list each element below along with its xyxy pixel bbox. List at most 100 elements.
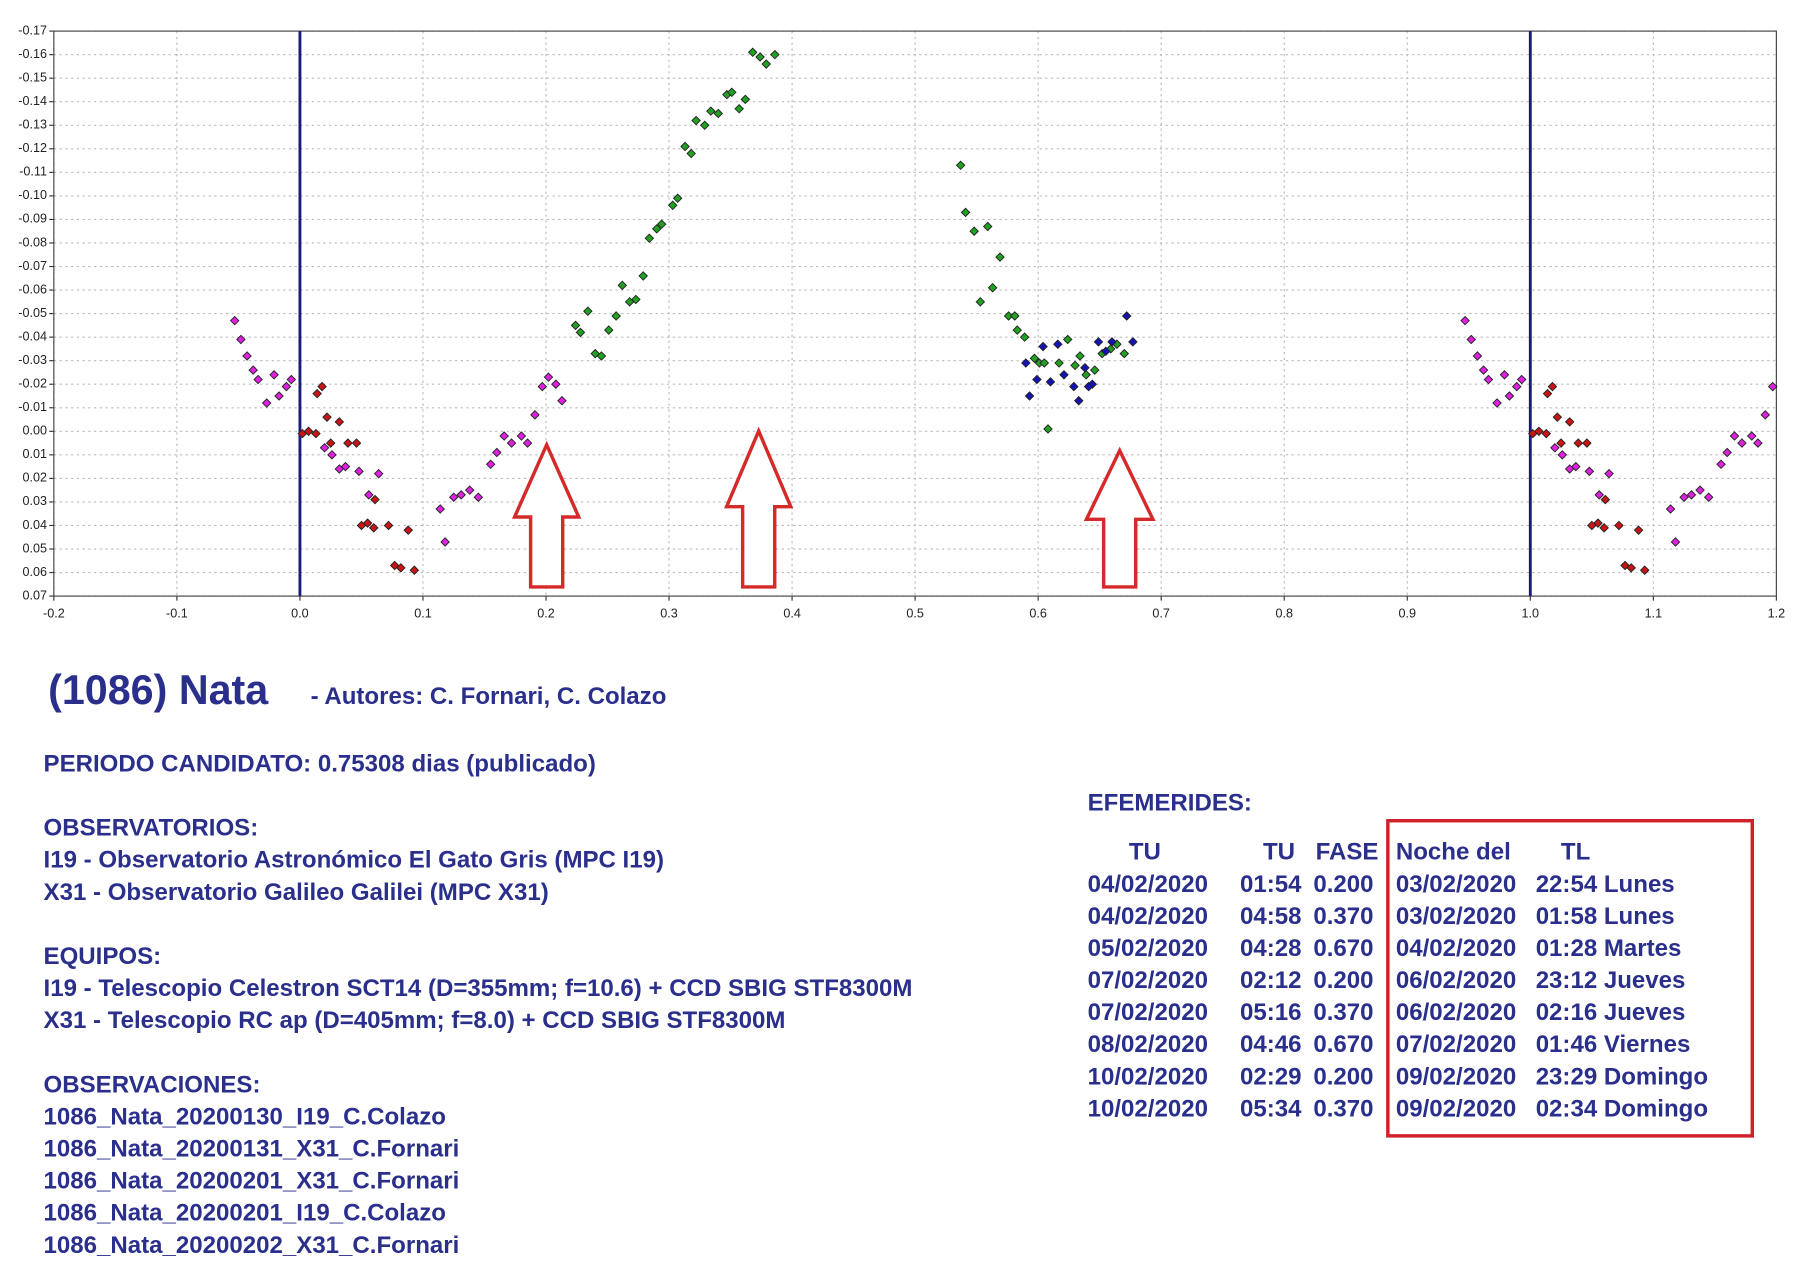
data-point: [1753, 438, 1763, 448]
x-tick-label: 0.4: [783, 607, 801, 621]
data-point: [603, 325, 614, 335]
table-cell: 02:34 Domingo: [1536, 1095, 1708, 1122]
data-point: [1639, 565, 1650, 575]
data-point: [987, 282, 998, 293]
data-point: [638, 271, 648, 281]
data-point: [672, 193, 683, 204]
data-point: [1499, 370, 1510, 380]
data-point: [383, 520, 394, 531]
data-point: [1599, 523, 1609, 533]
data-point: [1703, 492, 1714, 502]
table-cell: 01:46 Viernes: [1536, 1031, 1691, 1058]
y-tick-label: -0.17: [18, 23, 47, 37]
section-line: X31 - Observatorio Galileo Galilei (MPC …: [44, 879, 549, 906]
data-point: [325, 438, 336, 448]
y-tick-label: 0.00: [22, 424, 47, 438]
data-point: [362, 518, 373, 528]
data-point: [370, 494, 380, 505]
section-heading: EQUIPOS:: [44, 943, 162, 970]
data-point: [253, 374, 263, 385]
table-cell: 0.370: [1313, 1095, 1373, 1122]
y-tick-label: 0.07: [22, 588, 47, 602]
data-point: [557, 395, 567, 406]
data-point: [340, 461, 351, 472]
data-point: [1075, 351, 1085, 361]
y-tick-label: -0.05: [18, 306, 47, 320]
data-point: [1600, 494, 1611, 505]
data-point: [396, 563, 406, 573]
data-point: [740, 94, 751, 105]
data-point: [499, 431, 509, 441]
table-cell: 03/02/2020: [1396, 903, 1516, 930]
data-point: [1492, 398, 1502, 408]
table-cell: 0.670: [1313, 1031, 1373, 1058]
data-point: [651, 224, 662, 234]
table-cell: 23:12 Jueves: [1536, 967, 1686, 994]
table-cell: 07/02/2020: [1396, 1031, 1516, 1058]
data-point: [409, 565, 420, 575]
data-point: [1019, 332, 1030, 342]
data-point: [1081, 370, 1091, 380]
data-point: [1670, 537, 1681, 547]
data-point: [1604, 468, 1614, 479]
x-tick-label: 0.0: [291, 607, 309, 621]
table-header: TU: [1129, 839, 1161, 866]
data-point: [506, 438, 517, 448]
data-point: [680, 141, 690, 152]
highlight-box: [1386, 819, 1755, 1138]
data-point: [770, 49, 780, 60]
y-tick-label: -0.14: [18, 94, 47, 108]
data-point: [373, 468, 384, 479]
data-point: [1552, 412, 1563, 422]
data-point: [522, 438, 533, 448]
data-point: [303, 426, 314, 437]
data-point: [1633, 525, 1644, 535]
data-point: [448, 492, 459, 502]
data-point: [1472, 351, 1483, 361]
table-cell: 04/02/2020: [1088, 903, 1208, 930]
data-point: [761, 59, 772, 69]
table-cell: 04/02/2020: [1396, 935, 1516, 962]
data-point: [1073, 395, 1084, 406]
table-header: TU: [1263, 839, 1295, 866]
data-point: [969, 226, 979, 236]
arrow: [511, 440, 582, 589]
data-point: [1594, 490, 1604, 500]
x-tick-label: 0.7: [1152, 607, 1170, 621]
data-point: [1534, 426, 1544, 437]
data-point: [1679, 492, 1689, 502]
data-point: [551, 379, 561, 389]
y-tick-label: -0.06: [18, 282, 47, 296]
data-point: [354, 466, 364, 477]
data-point: [686, 148, 696, 159]
x-tick-label: 1.0: [1522, 607, 1540, 621]
table-cell: 09/02/2020: [1396, 1063, 1516, 1090]
data-point: [516, 431, 527, 441]
data-point: [747, 47, 758, 58]
data-point: [1556, 438, 1566, 448]
y-tick-label: -0.04: [18, 329, 47, 343]
data-point: [1089, 365, 1100, 375]
data-point: [1053, 339, 1063, 349]
data-point: [1511, 381, 1522, 392]
y-tick-label: -0.02: [18, 377, 47, 391]
data-point: [312, 388, 322, 399]
data-point: [1466, 334, 1477, 345]
arrow: [723, 426, 794, 589]
y-tick-label: 0.04: [22, 518, 47, 532]
table-cell: 0.370: [1313, 999, 1373, 1026]
x-tick-label: 0.5: [906, 607, 924, 621]
section-line: 1086_Nata_20200201_I19_C.Colazo: [44, 1200, 446, 1227]
data-point: [456, 490, 466, 500]
table-cell: 05:34: [1240, 1095, 1302, 1122]
table-cell: 10/02/2020: [1088, 1095, 1208, 1122]
table-cell: 08/02/2020: [1088, 1031, 1208, 1058]
data-point: [1571, 461, 1581, 472]
table-cell: 0.200: [1313, 1063, 1373, 1090]
data-point: [435, 504, 445, 514]
x-tick-label: 0.2: [537, 607, 555, 621]
section-line: I19 - Observatorio Astronómico El Gato G…: [44, 847, 664, 874]
table-cell: 05:16: [1240, 999, 1302, 1026]
data-point: [1550, 443, 1560, 453]
